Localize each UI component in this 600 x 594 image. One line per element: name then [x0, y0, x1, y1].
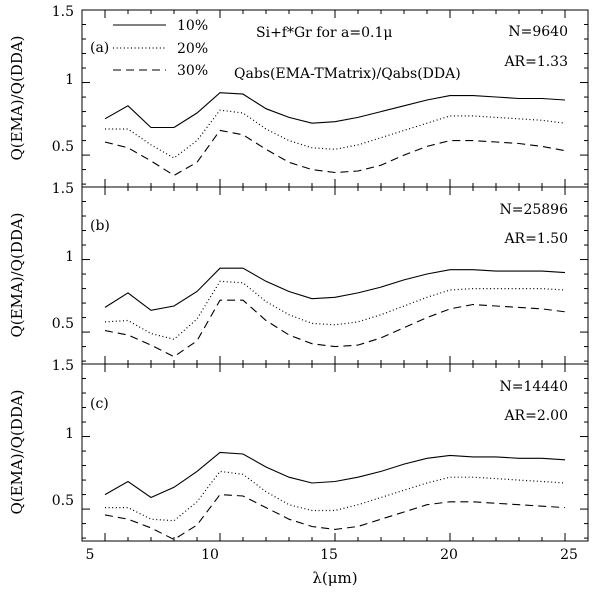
panel-a-n-annotation: N=9640	[508, 24, 568, 40]
panel-c-ytick-label-1: 1	[65, 426, 74, 442]
panel-b-ar-annotation: AR=1.50	[503, 231, 568, 247]
legend-label-20: 20%	[177, 41, 208, 57]
panel-c-label: (c)	[90, 396, 109, 412]
xlabel: λ(μm)	[312, 569, 357, 587]
legend-label-30: 30%	[177, 63, 208, 79]
panel-a-series-20pct	[105, 109, 566, 159]
chart-title: Si+f*Gr for a=0.1μ	[256, 25, 393, 41]
panel-c-ylabel: Q(EMA)/Q(DDA)	[8, 389, 26, 514]
panel-c-ar-annotation: AR=2.00	[503, 408, 568, 424]
xtick-label-25: 25	[560, 547, 578, 563]
xtick-labels: 5 10 15 20 25	[86, 547, 578, 563]
xtick-label-20: 20	[440, 547, 458, 563]
ticks-layer	[81, 9, 589, 541]
panel-b-ytick-label-1.5: 1.5	[52, 181, 74, 197]
panel-a-ar-annotation: AR=1.33	[503, 54, 568, 70]
panel-b-label: (b)	[90, 218, 110, 234]
panel-c-series-10pct	[104, 451, 566, 499]
panel-a-ylabel: Q(EMA)/Q(DDA)	[8, 35, 26, 160]
panel-b-n-annotation: N=25896	[499, 202, 568, 218]
xtick-label-10: 10	[201, 547, 219, 563]
panel-c-ytick-labels: 1.5 1 0.5	[52, 358, 74, 509]
legend-label-10: 10%	[177, 18, 208, 34]
panel-a-series-30pct	[104, 129, 566, 177]
xtick-label-5: 5	[86, 547, 95, 563]
panel-a-ytick-labels: 1.5 1 0.5	[52, 4, 74, 155]
panel-a-series-10pct	[104, 92, 566, 129]
panel-b-ylabel: Q(EMA)/Q(DDA)	[8, 212, 26, 337]
panel-c-ytick-label-0.5: 0.5	[52, 493, 74, 509]
panel-b-series-30pct	[104, 299, 566, 358]
panel-a-ytick-label-0.5: 0.5	[52, 139, 74, 155]
panel-c-ytick-label-1.5: 1.5	[52, 358, 74, 374]
series-layer	[104, 92, 566, 541]
panel-b-ytick-labels: 1.5 1 0.5	[52, 181, 74, 332]
panel-a-label: (a)	[90, 40, 109, 56]
panel-b-ytick-label-1: 1	[65, 249, 74, 265]
xtick-label-15: 15	[320, 547, 338, 563]
panel-b-series-10pct	[104, 267, 566, 311]
chart-subtitle: Qabs(EMA-TMatrix)/Qabs(DDA)	[234, 66, 461, 82]
panel-b-ytick-label-0.5: 0.5	[52, 316, 74, 332]
panel-c-series-30pct	[104, 494, 566, 541]
panel-b-series-20pct	[104, 280, 566, 340]
panel-c-n-annotation: N=14440	[499, 379, 568, 395]
panel-a-ytick-label-1: 1	[65, 72, 74, 88]
legend: 10% 20% 30%	[113, 18, 208, 79]
panel-c-series-20pct	[105, 470, 566, 522]
panel-a-ytick-label-1.5: 1.5	[52, 4, 74, 20]
